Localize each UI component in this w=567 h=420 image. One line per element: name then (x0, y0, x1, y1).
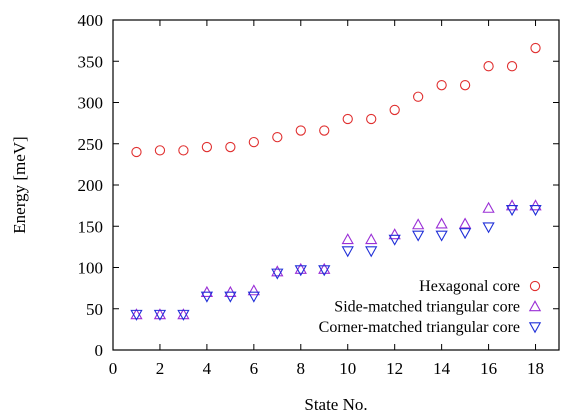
hexagonal-core-point (319, 125, 330, 136)
hexagonal-core-point (295, 125, 306, 136)
legend-triangle-up-marker (528, 300, 542, 312)
side-matched-triangular-core-point (365, 233, 378, 245)
hexagonal-core-point (483, 61, 494, 72)
side-matched-triangular-core-point (341, 233, 354, 245)
hexagonal-core-point (413, 91, 424, 102)
hexagonal-core-point (248, 136, 259, 148)
corner-matched-triangular-core-point (247, 291, 260, 303)
hexagonal-core-point (131, 146, 142, 158)
side-matched-triangular-core-point (247, 284, 260, 296)
legend-triangle-down-marker (528, 322, 542, 334)
corner-matched-triangular-core-point (130, 309, 143, 321)
side-matched-triangular-core-point (435, 217, 448, 229)
x-tick-label: 18 (527, 359, 544, 378)
corner-matched-triangular-core-point (529, 205, 542, 217)
corner-matched-triangular-core-point (388, 234, 401, 246)
side-matched-triangular-core-point (458, 217, 472, 229)
legend: Hexagonal core Side-matched triangular co… (319, 278, 542, 336)
y-tick-label: 150 (78, 217, 104, 236)
corner-matched-triangular-core-point (412, 230, 425, 242)
y-tick-label: 0 (95, 341, 104, 360)
axis-ticks (112, 19, 559, 351)
x-tick-label: 10 (339, 359, 356, 378)
corner-matched-triangular-core-point (482, 222, 495, 234)
hexagonal-core-point (436, 80, 447, 91)
hexagonal-core-point (459, 80, 471, 91)
x-tick-label: 16 (480, 359, 497, 378)
x-tick-label: 8 (297, 359, 306, 378)
corner-matched-triangular-core-point (318, 265, 331, 277)
x-tick-label: 12 (386, 359, 403, 378)
side-matched-triangular-core-point (412, 218, 425, 230)
x-tick-label: 2 (156, 359, 165, 378)
corner-matched-triangular-core-point (200, 291, 214, 303)
legend-circle-marker (529, 280, 541, 292)
data-points (130, 42, 542, 321)
y-axis-label: Energy [meV] (10, 136, 29, 233)
corner-matched-triangular-core-point (365, 246, 378, 258)
side-matched-triangular-core-point (294, 262, 307, 274)
corner-matched-triangular-core-point (153, 309, 167, 321)
hexagonal-core-point (272, 131, 283, 143)
x-tick-label: 14 (433, 359, 451, 378)
hexagonal-core-point (366, 113, 377, 125)
y-tick-labels: 0 50 100 150 200 250 300 350 400 (78, 11, 104, 360)
y-tick-label: 400 (78, 11, 104, 30)
hexagonal-core-point (178, 145, 189, 156)
side-matched-triangular-core-point (271, 265, 284, 277)
hexagonal-core-point (530, 42, 541, 54)
corner-matched-triangular-core-point (341, 246, 354, 258)
legend-hexagonal-core: Hexagonal core (419, 278, 520, 295)
hexagonal-core-point (154, 145, 166, 156)
y-tick-label: 50 (86, 300, 103, 319)
corner-matched-triangular-core-point (505, 205, 519, 217)
x-tick-label: 0 (109, 359, 118, 378)
corner-matched-triangular-core-point (435, 230, 448, 242)
corner-matched-triangular-core-point (294, 265, 307, 277)
x-axis-label: State No. (304, 395, 367, 414)
y-tick-label: 100 (78, 259, 104, 278)
corner-matched-triangular-core-point (177, 309, 190, 321)
y-tick-label: 350 (78, 52, 104, 71)
corner-matched-triangular-core-point (224, 291, 237, 303)
y-tick-label: 250 (78, 135, 104, 154)
legend-corner-matched-triangular-core: Corner-matched triangular core (319, 319, 520, 336)
legend-side-matched-triangular-core: Side-matched triangular core (334, 299, 520, 316)
x-tick-label: 6 (250, 359, 259, 378)
side-matched-triangular-core-point (318, 262, 331, 274)
side-matched-triangular-core-point (482, 201, 495, 213)
hexagonal-core-point (389, 104, 400, 116)
x-tick-label: 4 (203, 359, 212, 378)
y-tick-label: 200 (78, 176, 104, 195)
y-tick-label: 300 (78, 94, 104, 113)
corner-matched-triangular-core-point (271, 268, 284, 280)
hexagonal-core-point (342, 113, 353, 125)
side-matched-triangular-core-point (388, 228, 401, 240)
hexagonal-core-point (506, 61, 518, 72)
hexagonal-core-point (225, 141, 236, 153)
hexagonal-core-point (201, 141, 213, 153)
corner-matched-triangular-core-point (458, 228, 472, 240)
x-tick-labels: 0 2 4 6 8 10 12 14 16 18 (109, 359, 544, 378)
